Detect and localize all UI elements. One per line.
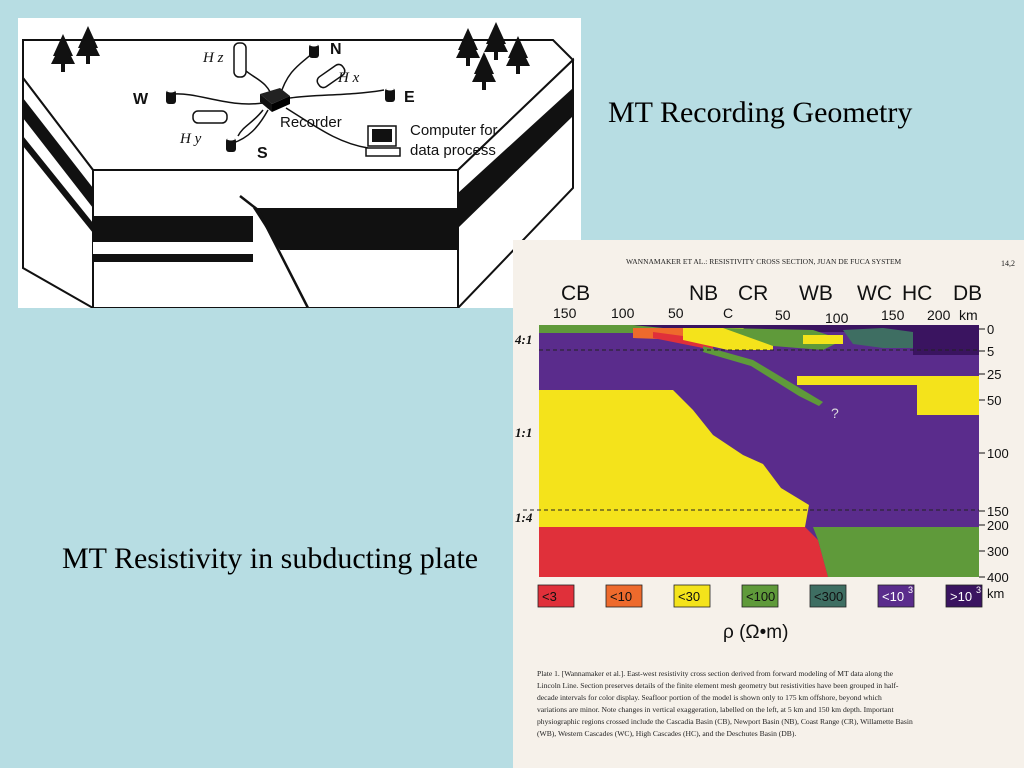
- legend-swatch: [809, 584, 847, 608]
- distance-label: 200: [927, 307, 951, 323]
- recorder-icon: [260, 88, 290, 112]
- depth-label: 50: [987, 393, 1001, 408]
- distance-label: 150: [553, 305, 577, 321]
- question-mark-label: ?: [831, 405, 839, 421]
- depth-label: 200: [987, 518, 1009, 533]
- exaggeration-label: 1:1: [515, 425, 532, 440]
- computer-label-line1: Computer for: [410, 122, 498, 139]
- exaggeration-label: 4:1: [514, 332, 532, 347]
- front-layer-left: [93, 216, 253, 242]
- figure-page-number: 14,2: [1001, 259, 1015, 268]
- depth-label: 150: [987, 504, 1009, 519]
- legend-swatch: [673, 584, 711, 608]
- computer-icon: [365, 125, 401, 157]
- legend-swatch: [945, 584, 983, 608]
- legend-label: <3: [542, 589, 557, 604]
- resistivity-cross-section-svg: WANNAMAKER ET AL.: RESISTIVITY CROSS SEC…: [514, 257, 1015, 738]
- caption-line: decade intervals for color display. Seaf…: [537, 693, 882, 702]
- distance-label: 50: [668, 305, 684, 321]
- region-label: WC: [857, 282, 892, 305]
- depth-label: 25: [987, 367, 1001, 382]
- region-label: DB: [953, 282, 982, 305]
- distance-label: 50: [775, 307, 791, 323]
- distance-label: C: [723, 305, 733, 321]
- computer-label-line2: data process: [410, 142, 496, 159]
- region-label: NB: [689, 282, 718, 305]
- depth-label: 0: [987, 322, 994, 337]
- legend-label: <100: [746, 589, 775, 604]
- distance-label: 100: [825, 310, 849, 326]
- right-band-1: [458, 88, 573, 228]
- e-label: E: [404, 89, 415, 106]
- left-band-1: [23, 98, 93, 208]
- legend-swatch: [605, 584, 643, 608]
- caption-line: Plate 1. [Wannamaker et al.]. East-west …: [537, 669, 894, 678]
- region-label: CB: [561, 282, 590, 305]
- legend-superscript: 3: [976, 585, 981, 595]
- units-label: ρ (Ω•m): [723, 622, 788, 643]
- slide-title-bottom: MT Resistivity in subducting plate: [62, 542, 479, 575]
- slide-title-top: MT Recording Geometry: [608, 96, 913, 129]
- legend-swatch: [537, 584, 575, 608]
- fault-line: [239, 195, 310, 308]
- depth-label: 100: [987, 446, 1009, 461]
- cross-section-body: ?: [523, 325, 979, 577]
- legend-swatch: [877, 584, 915, 608]
- magnetometer-icon: [192, 110, 228, 124]
- w-label: W: [133, 91, 149, 108]
- depth-label: 300: [987, 544, 1009, 559]
- caption-line: (WB), Western Cascades (WC), High Cascad…: [537, 729, 796, 738]
- hz-label: H z: [202, 50, 224, 66]
- legend-superscript: 3: [908, 585, 913, 595]
- legend-label: >10: [950, 589, 972, 604]
- depth-label: 400: [987, 570, 1009, 585]
- color-legend: <3 <10 <30 <100 <300 <10 3 >10 3: [537, 584, 983, 608]
- region-label: HC: [902, 282, 932, 305]
- distance-label: 100: [611, 305, 635, 321]
- figure-header: WANNAMAKER ET AL.: RESISTIVITY CROSS SEC…: [626, 257, 902, 266]
- electrode-icon: [166, 44, 395, 152]
- n-label: N: [330, 41, 342, 58]
- distance-label: km: [959, 307, 978, 323]
- exaggeration-label: 1:4: [515, 510, 533, 525]
- s-label: S: [257, 145, 268, 162]
- hx-label: H x: [337, 70, 360, 86]
- distance-label: 150: [881, 307, 905, 323]
- front-gap-left: [93, 242, 253, 254]
- tree-icon: [51, 22, 530, 90]
- magnetometer-icon: [316, 63, 346, 89]
- legend-swatch: [741, 584, 779, 608]
- depth-unit-label: km: [987, 586, 1004, 601]
- legend-label: <300: [814, 589, 843, 604]
- mt-recording-diagram: H z H x H y N E W S Recorder Computer fo…: [18, 18, 581, 308]
- hy-label: H y: [179, 131, 202, 147]
- caption-line: Lincoln Line. Section preserves details …: [537, 681, 899, 690]
- region-label: CR: [738, 282, 768, 305]
- magnetometer-icon: [233, 42, 247, 78]
- front-layer-right: [253, 208, 458, 250]
- legend-label: <10: [610, 589, 632, 604]
- left-band-2: [23, 136, 93, 233]
- recorder-label: Recorder: [280, 114, 342, 131]
- block-diagram-svg: H z H x H y N E W S Recorder Computer fo…: [22, 22, 575, 308]
- depth-label: 5: [987, 344, 994, 359]
- caption-line: variations are minor. Note changes in ve…: [537, 705, 894, 714]
- caption-line: physiographic regions crossed include th…: [537, 717, 913, 726]
- legend-label: <10: [882, 589, 904, 604]
- front-thin-left: [93, 254, 253, 262]
- legend-label: <30: [678, 589, 700, 604]
- resistivity-figure: WANNAMAKER ET AL.: RESISTIVITY CROSS SEC…: [513, 240, 1024, 768]
- region-label: WB: [799, 282, 833, 305]
